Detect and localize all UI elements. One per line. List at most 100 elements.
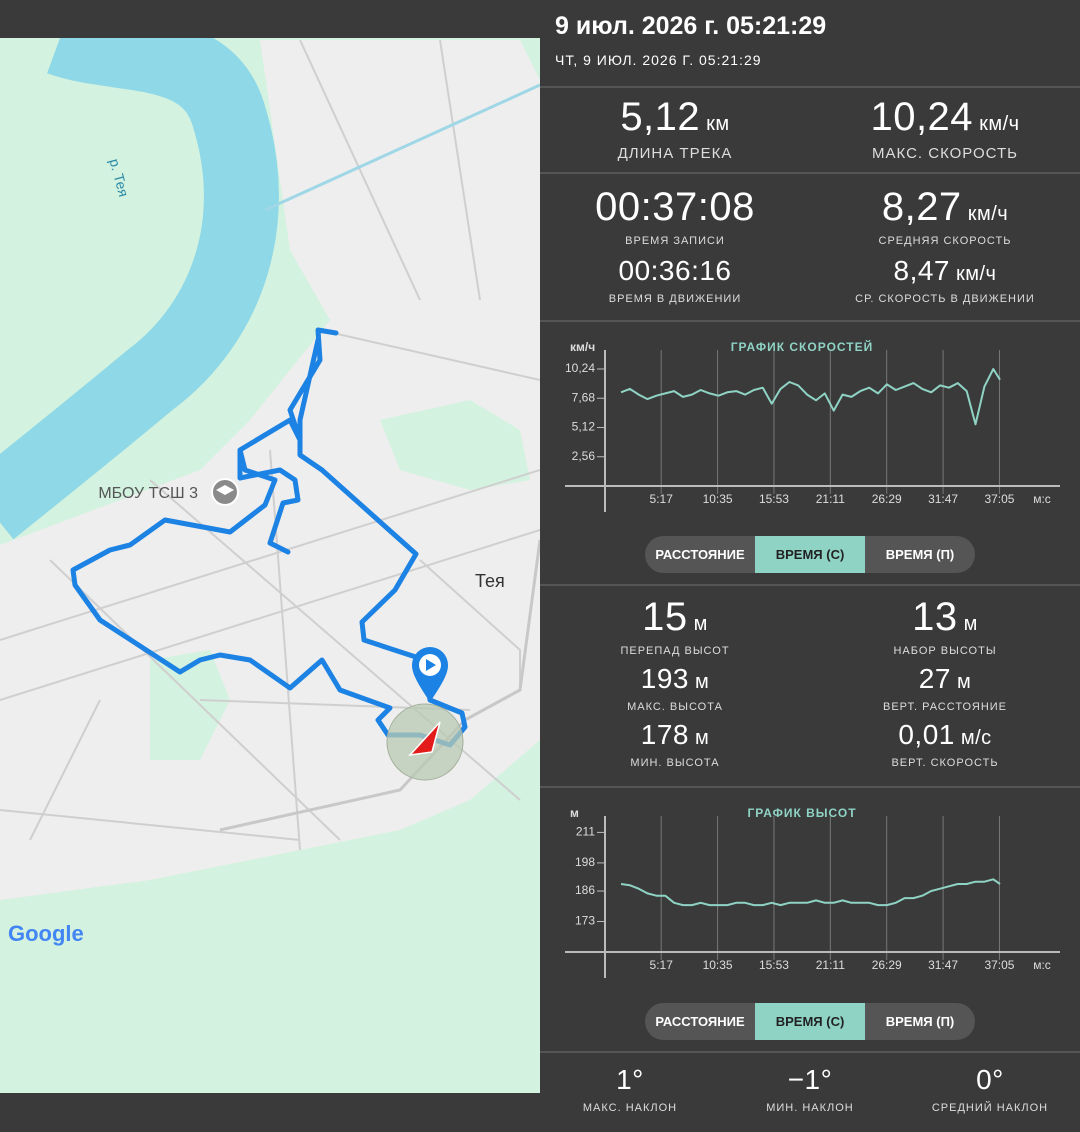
stat-value-row: 15 м xyxy=(540,595,810,646)
x-tick-label: 5:17 xyxy=(650,492,674,506)
chart-title: ГРАФИК ВЫСОТ xyxy=(747,806,856,820)
stat-label: МАКС. СКОРОСТЬ xyxy=(872,145,1018,162)
stat-value: 5,12 xyxy=(620,95,701,139)
stat-value: 15 xyxy=(642,595,688,639)
x-tick-label: 5:17 xyxy=(650,958,674,972)
stat-value: 27 xyxy=(918,663,951,694)
header-title: 9 июл. 2026 г. 05:21:29 xyxy=(555,12,827,40)
stat-value-row: 5,12 км xyxy=(540,95,810,146)
stat-unit: км/ч xyxy=(967,203,1009,225)
stat-value-row: 178 м xyxy=(540,719,810,754)
tab-button[interactable]: ВРЕМЯ (П) xyxy=(885,547,955,562)
separator xyxy=(540,86,1080,88)
tab-button[interactable]: ВРЕМЯ (С) xyxy=(755,536,865,573)
stat: 8,47 км/ч СР. СКОРОСТЬ В ДВИЖЕНИИ xyxy=(810,255,1080,313)
x-tick-label: 21:11 xyxy=(816,492,845,506)
stat-value-row: 10,24 км/ч xyxy=(810,95,1080,146)
stat-label: СР. СКОРОСТЬ В ДВИЖЕНИИ xyxy=(855,293,1035,305)
data-line xyxy=(620,368,1001,426)
stat-label: ВРЕМЯ В ДВИЖЕНИИ xyxy=(608,293,742,305)
y-tick-label: 10,24 xyxy=(565,361,595,375)
stat-value-row: −1° xyxy=(720,1064,900,1096)
x-tick-label: 15:53 xyxy=(759,492,789,506)
stat-value: 178 xyxy=(640,719,689,750)
stat: 178 м МИН. ВЫСОТА xyxy=(540,719,810,777)
poi-label[interactable]: МБОУ ТСШ 3 xyxy=(98,485,198,502)
separator xyxy=(540,786,1080,788)
stat: 8,27 км/ч СРЕДНЯЯ СКОРОСТЬ xyxy=(810,185,1080,255)
y-tick-label: 198 xyxy=(575,855,595,869)
x-axis-label: м:с xyxy=(1033,492,1051,506)
x-tick-label: 10:35 xyxy=(703,958,733,972)
google-logo: Google xyxy=(8,921,84,946)
y-axis-label: км/ч xyxy=(570,340,595,354)
map[interactable]: р. Тея МБОУ ТСШ 3 Тея Google xyxy=(0,38,540,1093)
stat: 00:37:08 ВРЕМЯ ЗАПИСИ xyxy=(540,185,810,255)
stat: 0° СРЕДНИЙ НАКЛОН xyxy=(900,1064,1080,1122)
place-label: Тея xyxy=(475,571,505,591)
stat-label: ВРЕМЯ ЗАПИСИ xyxy=(625,235,725,247)
stat-label: ПЕРЕПАД ВЫСОТ xyxy=(620,645,730,657)
stat-unit: м xyxy=(956,671,972,693)
stat-value: 13 xyxy=(912,595,958,639)
speed-chart: 5:17 10:35 15:53 21:11 26:29 31:47 37:05 2,56 5,… xyxy=(565,339,1060,512)
y-tick-label: 211 xyxy=(576,825,595,839)
separator xyxy=(540,584,1080,586)
stat-value-row: 8,27 км/ч xyxy=(810,185,1080,236)
x-tick-label: 37:05 xyxy=(984,492,1014,506)
stat-unit: км/ч xyxy=(956,263,997,285)
tab-button[interactable]: ВРЕМЯ (С) xyxy=(755,1003,865,1040)
stat-unit: м/с xyxy=(960,727,992,749)
stat-unit: м xyxy=(693,613,708,635)
stat-label: СРЕДНЯЯ СКОРОСТЬ xyxy=(878,235,1012,247)
stat: 27 м ВЕРТ. РАССТОЯНИЕ xyxy=(810,663,1080,721)
stat-value-row: 193 м xyxy=(540,663,810,698)
stat-value-row: 1° xyxy=(540,1064,720,1096)
stat-label: СРЕДНИЙ НАКЛОН xyxy=(931,1102,1049,1114)
data-line xyxy=(620,878,1001,907)
y-axis-label: м xyxy=(570,806,579,820)
stat: 10,24 км/ч МАКС. СКОРОСТЬ xyxy=(810,95,1080,165)
stat-unit: м xyxy=(694,727,710,749)
stat-value: 0° xyxy=(976,1064,1004,1095)
stat-value: −1° xyxy=(787,1064,833,1095)
stat: 193 м МАКС. ВЫСОТА xyxy=(540,663,810,721)
speed-tabs: РАССТОЯНИЕ ВРЕМЯ (С) ВРЕМЯ (П) xyxy=(645,536,975,573)
stat-unit: км xyxy=(706,113,730,135)
stat-value: 00:36:16 xyxy=(618,255,732,286)
y-tick-label: 5,12 xyxy=(572,420,596,434)
chart-title: ГРАФИК СКОРОСТЕЙ xyxy=(731,339,873,354)
x-tick-label: 21:11 xyxy=(816,958,845,972)
stat-value: 8,27 xyxy=(881,185,962,229)
x-tick-label: 37:05 xyxy=(984,958,1014,972)
stat-label: ВЕРТ. СКОРОСТЬ xyxy=(891,757,999,769)
stat-label: МАКС. ВЫСОТА xyxy=(627,701,723,713)
x-tick-label: 26:29 xyxy=(872,492,902,506)
tab-button[interactable]: ВРЕМЯ (П) xyxy=(885,1014,955,1029)
bottom-bar xyxy=(0,1093,540,1132)
stat-value-row: 00:37:08 xyxy=(540,185,810,229)
stat: 0,01 м/с ВЕРТ. СКОРОСТЬ xyxy=(810,719,1080,777)
stat-label: МИН. НАКЛОН xyxy=(766,1102,854,1114)
elevation-chart: 5:17 10:35 15:53 21:11 26:29 31:47 37:05 173 186… xyxy=(565,806,1060,978)
stat-unit: м xyxy=(694,671,710,693)
tab-button[interactable]: РАССТОЯНИЕ xyxy=(655,1014,745,1029)
stat: 15 м ПЕРЕПАД ВЫСОТ xyxy=(540,595,810,665)
tab-button[interactable]: РАССТОЯНИЕ xyxy=(655,547,745,562)
stat: 1° МАКС. НАКЛОН xyxy=(540,1064,720,1122)
stat: 5,12 км ДЛИНА ТРЕКА xyxy=(540,95,810,165)
stat-value: 0,01 xyxy=(898,719,955,750)
stat-value-row: 0° xyxy=(900,1064,1080,1096)
stat-value: 193 xyxy=(640,663,689,694)
y-tick-label: 7,68 xyxy=(572,390,596,404)
stat-label: ДЛИНА ТРЕКА xyxy=(617,145,733,162)
y-tick-label: 186 xyxy=(575,883,595,897)
separator xyxy=(540,1051,1080,1053)
x-tick-label: 31:47 xyxy=(928,492,958,506)
stat-unit: м xyxy=(963,613,978,635)
y-tick-label: 2,56 xyxy=(572,449,596,463)
y-tick-label: 173 xyxy=(575,914,595,928)
x-tick-label: 26:29 xyxy=(872,958,902,972)
stat: 00:36:16 ВРЕМЯ В ДВИЖЕНИИ xyxy=(540,255,810,313)
